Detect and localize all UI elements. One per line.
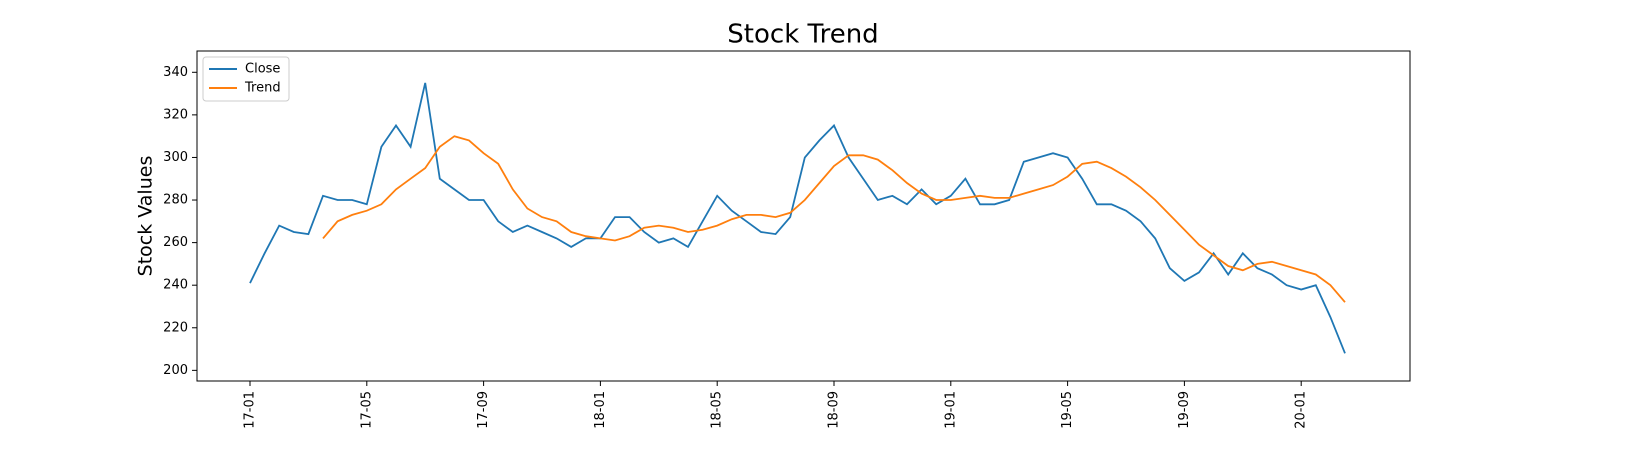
y-tick-label: 260 [163,235,188,250]
x-tick-label: 17-05 [359,391,374,429]
x-tick-label: 19-09 [1177,391,1192,429]
y-tick-label: 300 [163,150,188,165]
series-line [249,82,1346,354]
y-tick-label: 340 [163,65,188,80]
x-tick-label: 19-05 [1060,391,1075,429]
legend-label: Close [245,62,280,77]
x-tick-label: 18-01 [593,391,608,429]
y-axis-label: Stock Values [135,156,157,277]
y-tick-label: 280 [163,193,188,208]
y-tick-label: 220 [163,320,188,335]
x-tick-label: 18-05 [710,391,725,429]
plot-frame [196,50,1411,382]
x-tick-label: 17-01 [243,391,258,429]
y-tick-label: 240 [163,278,188,293]
legend-label: Trend [244,81,281,96]
y-tick-label: 200 [163,363,188,378]
x-tick-label: 18-09 [827,391,842,429]
x-tick-label: 17-09 [476,391,491,429]
y-tick-label: 320 [163,107,188,122]
chart-title: Stock Trend [727,20,878,50]
x-tick-label: 19-01 [943,391,958,429]
x-tick-label: 20-01 [1294,391,1309,429]
series-line [322,135,1346,303]
